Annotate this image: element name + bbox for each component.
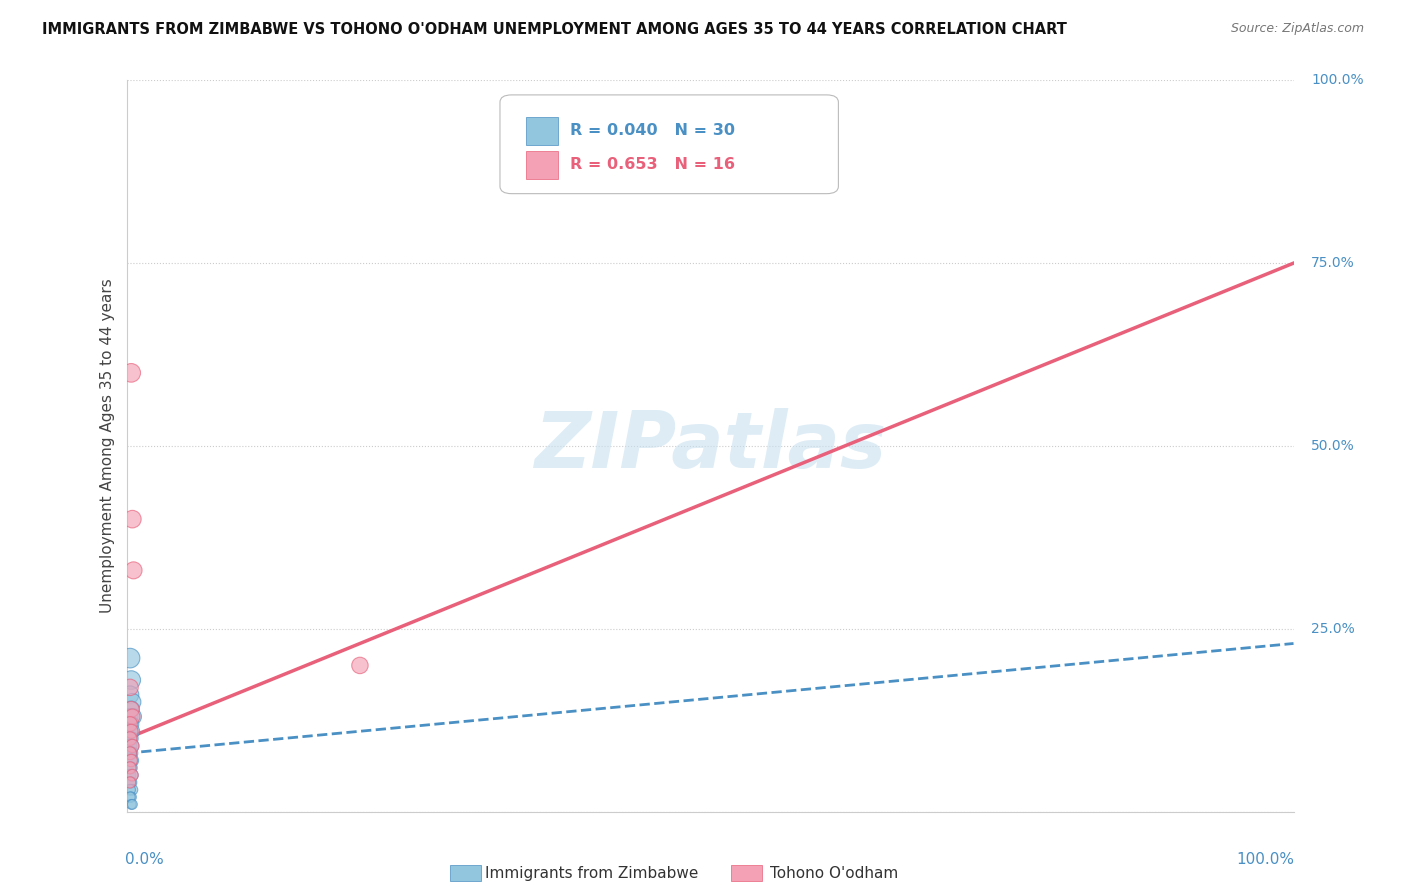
Point — [118, 761, 141, 775]
Point — [120, 731, 142, 746]
Text: R = 0.040   N = 30: R = 0.040 N = 30 — [569, 122, 735, 137]
Point — [120, 717, 142, 731]
Text: 50.0%: 50.0% — [1310, 439, 1355, 453]
Point — [118, 746, 141, 760]
Point — [120, 702, 142, 716]
Point — [121, 695, 143, 709]
Point — [121, 512, 143, 526]
Point — [349, 658, 371, 673]
Point — [121, 768, 143, 782]
Point — [118, 775, 141, 789]
Text: Tohono O'odham: Tohono O'odham — [770, 866, 898, 880]
Point — [118, 768, 141, 782]
Point — [120, 673, 142, 687]
Text: ZIPatlas: ZIPatlas — [534, 408, 886, 484]
Point — [120, 797, 142, 812]
Point — [118, 688, 141, 702]
Point — [121, 709, 143, 723]
Text: 0.0%: 0.0% — [125, 852, 165, 867]
Point — [121, 797, 143, 812]
Text: Immigrants from Zimbabwe: Immigrants from Zimbabwe — [485, 866, 699, 880]
Point — [118, 790, 141, 805]
Point — [118, 782, 141, 797]
Point — [120, 754, 142, 768]
Point — [118, 681, 141, 695]
Point — [120, 746, 142, 760]
Text: 100.0%: 100.0% — [1310, 73, 1364, 87]
Point — [118, 775, 141, 789]
Y-axis label: Unemployment Among Ages 35 to 44 years: Unemployment Among Ages 35 to 44 years — [100, 278, 115, 614]
Text: IMMIGRANTS FROM ZIMBABWE VS TOHONO O'ODHAM UNEMPLOYMENT AMONG AGES 35 TO 44 YEAR: IMMIGRANTS FROM ZIMBABWE VS TOHONO O'ODH… — [42, 22, 1067, 37]
Point — [118, 731, 141, 746]
Point — [118, 746, 141, 760]
Point — [120, 754, 142, 768]
Point — [121, 754, 143, 768]
Point — [121, 739, 143, 753]
Text: 100.0%: 100.0% — [1237, 852, 1295, 867]
Point — [121, 739, 143, 753]
Point — [120, 761, 142, 775]
FancyBboxPatch shape — [526, 152, 558, 179]
Point — [120, 366, 142, 380]
Point — [121, 724, 143, 739]
Text: R = 0.653   N = 16: R = 0.653 N = 16 — [569, 157, 735, 172]
Point — [118, 761, 141, 775]
Text: Source: ZipAtlas.com: Source: ZipAtlas.com — [1230, 22, 1364, 36]
Point — [120, 724, 142, 739]
Point — [118, 739, 141, 753]
Point — [118, 724, 141, 739]
Point — [120, 775, 142, 789]
Text: 25.0%: 25.0% — [1310, 622, 1355, 636]
Point — [121, 782, 143, 797]
FancyBboxPatch shape — [501, 95, 838, 194]
Point — [118, 731, 141, 746]
Point — [121, 768, 143, 782]
Point — [120, 702, 142, 716]
Point — [118, 717, 141, 731]
Point — [120, 790, 142, 805]
Point — [122, 563, 145, 577]
Point — [118, 709, 141, 723]
FancyBboxPatch shape — [526, 117, 558, 145]
Text: 75.0%: 75.0% — [1310, 256, 1355, 270]
Point — [122, 709, 145, 723]
Point — [118, 651, 141, 665]
